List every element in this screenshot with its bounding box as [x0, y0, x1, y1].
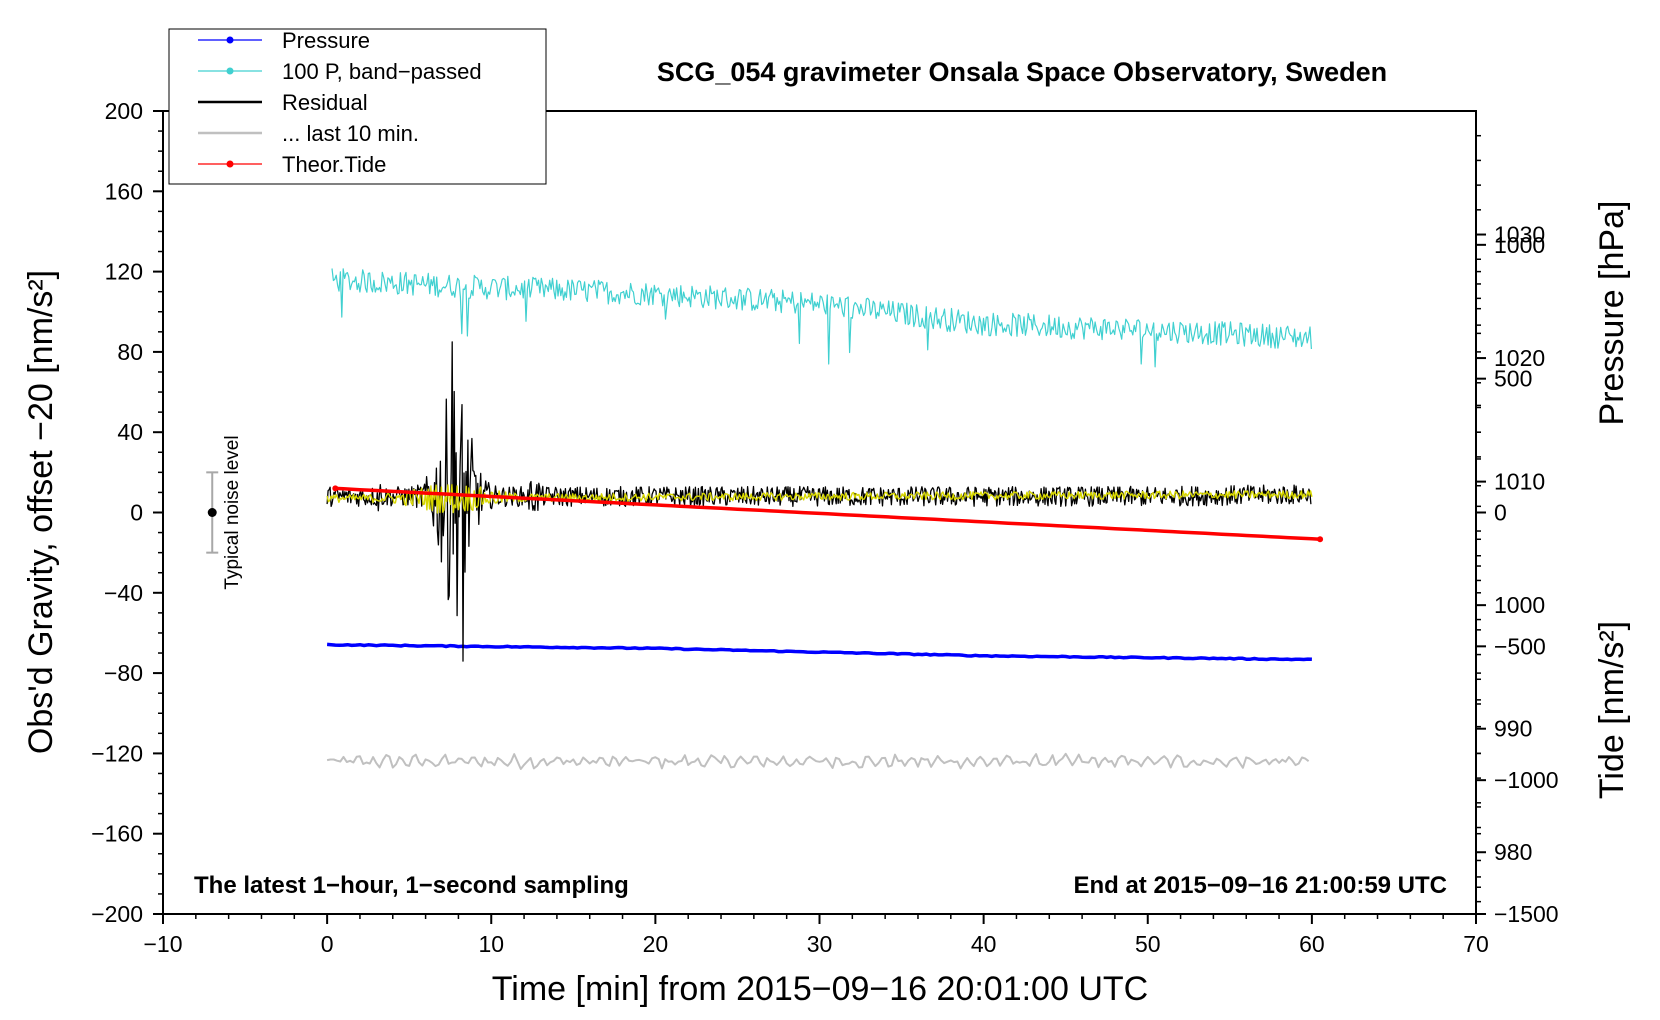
noise-label: Typical noise level [222, 435, 243, 589]
tide-tick-label: 500 [1494, 366, 1532, 392]
pressure-tick-label: 1030 [1494, 222, 1545, 248]
legend-label: ... last 10 min. [282, 121, 419, 146]
tide-tick-label: 0 [1494, 500, 1507, 526]
x-tick-label: 40 [971, 931, 997, 957]
x-tick-label: 70 [1463, 931, 1489, 957]
y-tick-label: 200 [105, 98, 143, 124]
legend-swatch-marker [226, 67, 234, 75]
series-pressure [326, 642, 1312, 662]
y-tick-label: 40 [117, 419, 143, 445]
x-tick-label: 10 [478, 931, 504, 957]
annotation-right: End at 2015−09−16 21:00:59 UTC [1073, 872, 1447, 899]
y-axis-title-left: Obs'd Gravity, offset −20 [nm/s²] [22, 270, 60, 754]
x-tick-label: 50 [1135, 931, 1161, 957]
axis-layer: −10 0 10 20 30 40 50 60 70−200−160−120−80−400408… [91, 98, 1558, 957]
legend-box [168, 28, 547, 185]
legend-label: 100 P, band−passed [282, 59, 482, 84]
chart-title: SCG_054 gravimeter Onsala Space Observat… [657, 57, 1387, 87]
legend: Pressure 100 P, band−passed Residual ... la… [168, 28, 547, 185]
y-tick-label: 80 [117, 339, 143, 365]
noise-marker: Typical noise level [206, 435, 243, 590]
legend-label: Pressure [282, 28, 370, 53]
pressure-tick-label: 1000 [1494, 592, 1545, 618]
series-theor-tide [335, 486, 1321, 542]
y-tick-label: 0 [130, 500, 143, 526]
x-axis-title: Time [min] from 2015−09−16 20:01:00 UTC [492, 970, 1148, 1008]
tide-axis-title: Tide [nm/s²] [1593, 621, 1631, 799]
x-tick-label: 0 [321, 931, 334, 957]
tide-tick-label: −500 [1494, 633, 1546, 659]
series-layer [326, 268, 1324, 770]
legend-swatch-marker [226, 160, 234, 168]
tide-tick-label: −1000 [1494, 767, 1559, 793]
series-band-passed [331, 268, 1312, 368]
tide-tick-label: −1500 [1494, 901, 1559, 927]
y-tick-label: −80 [104, 660, 143, 686]
series-residual-smoothed [326, 484, 1313, 514]
legend-label: Theor.Tide [282, 152, 386, 177]
legend-entries: Pressure 100 P, band−passed Residual ... la… [198, 28, 482, 177]
annotation-left: The latest 1−hour, 1−second sampling [194, 872, 629, 899]
pressure-tick-label: 980 [1494, 839, 1532, 865]
y-tick-label: 120 [105, 259, 143, 285]
y-tick-label: 160 [105, 178, 143, 204]
pressure-tick-label: 1020 [1494, 345, 1545, 371]
x-tick-label: 60 [1299, 931, 1325, 957]
series-last-10-min [326, 752, 1310, 770]
series-residual [326, 341, 1312, 662]
y-tick-label: −160 [91, 821, 143, 847]
x-tick-label: 30 [807, 931, 833, 957]
legend-swatch-marker [226, 36, 234, 44]
tide-start-point [332, 485, 339, 492]
y-tick-label: −120 [91, 740, 143, 766]
tide-tick-label: 1000 [1494, 232, 1545, 258]
y-tick-label: −200 [91, 901, 143, 927]
pressure-tick-label: 1010 [1494, 469, 1545, 495]
x-tick-label: −10 [143, 931, 182, 957]
noise-dot [207, 508, 217, 517]
legend-label: Residual [282, 90, 368, 115]
y-tick-label: −40 [104, 580, 143, 606]
pressure-axis-title: Pressure [hPa] [1593, 201, 1631, 426]
tide-end-point [1317, 536, 1324, 543]
pressure-tick-label: 990 [1494, 716, 1532, 742]
x-tick-label: 20 [643, 931, 669, 957]
